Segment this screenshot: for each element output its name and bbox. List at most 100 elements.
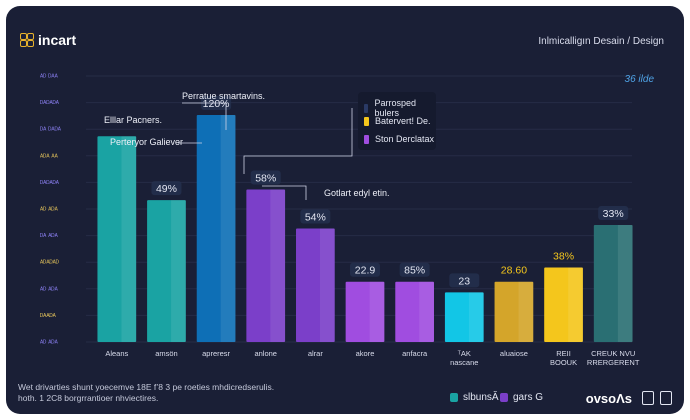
- annotation: Perteryor Galiever: [110, 137, 183, 147]
- brand-name: ovsoΛs: [585, 391, 632, 406]
- footer-legend-swatch: [450, 393, 458, 402]
- logo-text: incart: [38, 32, 77, 48]
- legend-swatch: [364, 116, 369, 126]
- x-tick-label: Aleans: [105, 349, 128, 358]
- bar: [296, 228, 335, 342]
- x-tick-label: nascane: [450, 358, 478, 367]
- bar: [544, 267, 583, 342]
- logo: incart: [20, 32, 76, 48]
- value-label-bg: [399, 262, 430, 277]
- y-tick-label: ᴬᴰᴬᴰᴬᴰ: [39, 259, 59, 267]
- bar: [395, 281, 434, 342]
- bar-highlight: [518, 281, 534, 342]
- value-label-bg: [151, 181, 182, 196]
- value-label-bg: [250, 170, 281, 185]
- legend-item: Batervert! De.: [364, 116, 431, 126]
- y-tick-label: ᴰᴬ ᴰᴬᴰᴬ: [40, 126, 62, 134]
- header-title: Inlmicalligın Desain / Design: [538, 36, 664, 47]
- y-tick-label: ᴬᴰ ᴬᴰᴬ: [39, 286, 59, 294]
- footer-legend-swatch: [500, 393, 508, 402]
- y-tick-label: ᴰᴬᴰᴬᴰᴬ: [40, 179, 60, 187]
- annotation: Gotlart edyl etin.: [324, 188, 390, 198]
- y-tick-label: ᴬᴰ ᴬᴰᴬ: [39, 339, 59, 347]
- x-tick-label: amsön: [155, 349, 178, 358]
- x-tick-label: aluaiose: [500, 349, 528, 358]
- bar: [147, 200, 186, 342]
- annotation: Elllar Pacners.: [104, 115, 162, 125]
- value-label: 38%: [553, 251, 574, 263]
- legend-swatch: [364, 103, 369, 113]
- x-tick-label: anfacra: [402, 349, 428, 358]
- bar: [246, 189, 286, 342]
- value-label: 54%: [305, 212, 326, 224]
- y-tick-label: ᴬᴰ ᴰᴬᴬ: [39, 73, 59, 81]
- footnote: Wet drivarties shunt yoecemve 18E f’8 3 …: [18, 382, 274, 404]
- bar: [494, 281, 534, 342]
- x-tick-label: BOOUK: [550, 358, 577, 367]
- value-label: 33%: [603, 208, 624, 220]
- document-icon: [660, 391, 672, 405]
- bar: [444, 292, 484, 342]
- y-tick-label: ᴰᴬᴰᴬᴰᴬ: [40, 100, 60, 108]
- bar-highlight: [419, 281, 434, 342]
- y-tick-label: ᴰᴬ ᴬᴰᴬ: [40, 233, 59, 241]
- legend-item: Parrosped bulers: [364, 98, 436, 118]
- value-label-bg: [300, 209, 331, 224]
- x-tick-label: akore: [356, 349, 375, 358]
- right-axis-label: 36 ilde: [625, 74, 655, 85]
- value-label-bg: [350, 262, 380, 277]
- value-label-bg: [598, 205, 629, 220]
- y-tick-label: ᴬᴰ ᴬᴰᴬ: [39, 206, 59, 214]
- annotation-leader: [182, 102, 227, 130]
- value-label: 49%: [156, 183, 177, 195]
- bar-highlight: [171, 200, 186, 342]
- value-label: 85%: [404, 265, 425, 277]
- y-tick-label: ᴬᴰᴬ ᴬᴬ: [39, 153, 59, 161]
- bar-highlight: [220, 115, 236, 342]
- footer-legend-item: gars G: [500, 392, 543, 403]
- footer-legend-item: slbunsĂ: [450, 392, 499, 403]
- value-label: 58%: [255, 172, 276, 184]
- chart-card: incart Inlmicalligın Desain / Design ᴬᴰ …: [6, 6, 684, 414]
- value-label: 120%: [203, 98, 230, 110]
- legend-swatch: [364, 134, 369, 144]
- bar: [97, 136, 137, 342]
- bar-chart: ᴬᴰ ᴰᴬᴬ ᴰᴬᴰᴬᴰᴬ ᴰᴬ ᴰᴬᴰᴬ ᴬᴰᴬ ᴬᴬ ᴰᴬᴰᴬᴰᴬ ᴬᴰ ᴬᴰᴬ ᴰᴬ …: [39, 73, 655, 367]
- x-tick-label: ᵀAK: [458, 349, 471, 358]
- value-label: 22.9: [355, 265, 376, 277]
- value-label: 23: [458, 275, 470, 287]
- value-label-bg: [449, 273, 480, 288]
- legend-label: Ston Derclatax: [375, 134, 435, 144]
- bar-highlight: [270, 189, 286, 342]
- grid-icon: [642, 391, 654, 405]
- bar-highlight: [568, 267, 583, 342]
- bar-highlight: [468, 292, 484, 342]
- bar: [593, 224, 633, 342]
- x-tick-label: alrar: [308, 349, 324, 358]
- annotation: Perratue smartavins.: [182, 91, 265, 101]
- legend-item: Ston Derclatax: [364, 134, 434, 144]
- bar-highlight: [121, 136, 137, 342]
- footnote-line: Wet drivarties shunt yoecemve 18E f’8 3 …: [18, 382, 275, 392]
- legend-leader: [243, 108, 353, 174]
- bar-highlight: [320, 228, 335, 342]
- footer-legend-label: slbunsĂ: [463, 392, 499, 403]
- x-tick-label: apreresr: [202, 349, 230, 358]
- logo-icon: [20, 33, 34, 47]
- annotation-leader: [262, 185, 307, 200]
- bar: [196, 115, 236, 342]
- x-tick-label: REII: [556, 349, 571, 358]
- value-label: 28.60: [501, 265, 527, 277]
- x-tick-label: anlone: [254, 349, 277, 358]
- legend-label: Batervert! De.: [375, 116, 431, 126]
- footnote-line: hoth. 1 2C8 borgrrantioer nhviectires.: [18, 393, 159, 403]
- chart-legend: Parrosped bulers Batervert! De. Ston Der…: [358, 92, 436, 150]
- x-tick-label: CREUK NVU: [591, 349, 635, 358]
- y-tick-label: ᴰᴬᴬᴰᴬ: [40, 312, 57, 320]
- x-tick-label: RRERGERENT: [587, 358, 640, 367]
- bar: [345, 281, 385, 342]
- bar-highlight: [617, 224, 633, 342]
- footer-legend-label: gars G: [513, 392, 544, 403]
- bar-highlight: [369, 281, 385, 342]
- legend-label: Parrosped bulers: [374, 98, 417, 118]
